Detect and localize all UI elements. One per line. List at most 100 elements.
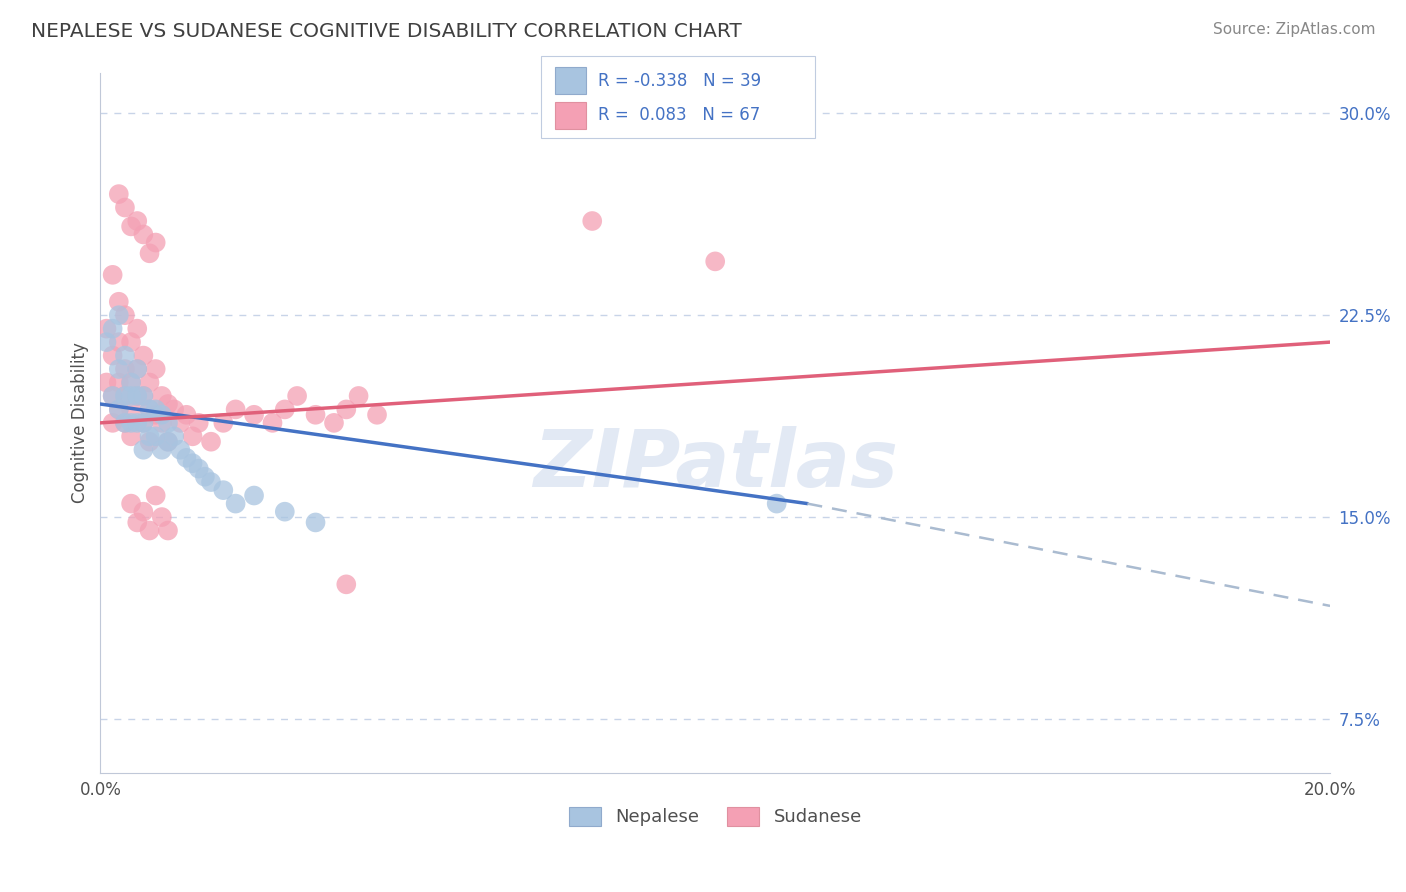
Point — [120, 389, 142, 403]
Legend: Nepalese, Sudanese: Nepalese, Sudanese — [561, 799, 869, 834]
Point — [132, 416, 155, 430]
Point — [101, 416, 124, 430]
Point — [225, 497, 247, 511]
Text: R =  0.083   N = 67: R = 0.083 N = 67 — [598, 106, 759, 124]
Point — [107, 308, 129, 322]
Point — [127, 389, 149, 403]
Point — [127, 389, 149, 403]
Point — [212, 483, 235, 497]
Point — [127, 362, 149, 376]
Point — [114, 416, 136, 430]
Point — [96, 335, 118, 350]
Point — [194, 469, 217, 483]
Point — [107, 402, 129, 417]
Point — [132, 389, 155, 403]
Point — [225, 402, 247, 417]
Point — [145, 408, 167, 422]
Point — [156, 524, 179, 538]
Point — [150, 389, 173, 403]
Point — [114, 308, 136, 322]
Point — [138, 402, 160, 417]
Point — [304, 516, 326, 530]
Point — [704, 254, 727, 268]
Point — [138, 429, 160, 443]
Point — [101, 389, 124, 403]
Point — [101, 349, 124, 363]
Point — [304, 408, 326, 422]
Point — [200, 475, 222, 489]
Point — [114, 201, 136, 215]
Point — [366, 408, 388, 422]
Point — [120, 376, 142, 390]
Text: ZIPatlas: ZIPatlas — [533, 425, 897, 504]
Point — [150, 416, 173, 430]
Point — [120, 335, 142, 350]
Point — [156, 434, 179, 449]
Point — [132, 227, 155, 242]
Point — [169, 416, 191, 430]
Point — [145, 402, 167, 417]
Point — [323, 416, 346, 430]
Point — [169, 442, 191, 457]
Point — [176, 450, 198, 465]
Point — [107, 376, 129, 390]
Point — [138, 524, 160, 538]
Point — [163, 429, 186, 443]
Point — [114, 416, 136, 430]
Point — [156, 434, 179, 449]
Point — [120, 416, 142, 430]
Point — [163, 402, 186, 417]
Point — [200, 434, 222, 449]
Point — [132, 442, 155, 457]
Point — [96, 376, 118, 390]
Point — [145, 489, 167, 503]
Point — [107, 402, 129, 417]
Point — [176, 408, 198, 422]
Point — [150, 442, 173, 457]
Point — [127, 516, 149, 530]
Point — [285, 389, 308, 403]
Point — [156, 416, 179, 430]
Point — [156, 397, 179, 411]
Point — [101, 389, 124, 403]
Point — [132, 416, 155, 430]
Point — [114, 349, 136, 363]
Point — [138, 246, 160, 260]
Point — [132, 349, 155, 363]
Point — [212, 416, 235, 430]
Point — [181, 429, 204, 443]
Text: Source: ZipAtlas.com: Source: ZipAtlas.com — [1212, 22, 1375, 37]
Point — [114, 389, 136, 403]
Text: R = -0.338   N = 39: R = -0.338 N = 39 — [598, 72, 761, 90]
Point — [107, 187, 129, 202]
Point — [120, 402, 142, 417]
Point — [765, 497, 787, 511]
Point — [101, 321, 124, 335]
Point — [127, 214, 149, 228]
Point — [335, 402, 357, 417]
Point — [120, 429, 142, 443]
Point — [138, 434, 160, 449]
Point — [181, 456, 204, 470]
Point — [132, 389, 155, 403]
Point — [120, 497, 142, 511]
Point — [347, 389, 370, 403]
Point — [187, 461, 209, 475]
Point — [107, 294, 129, 309]
Point — [107, 335, 129, 350]
Point — [107, 362, 129, 376]
Point — [145, 235, 167, 250]
Point — [243, 489, 266, 503]
Point — [120, 219, 142, 234]
Point — [581, 214, 603, 228]
Point — [187, 416, 209, 430]
Point — [138, 402, 160, 417]
Point — [132, 505, 155, 519]
Y-axis label: Cognitive Disability: Cognitive Disability — [72, 343, 89, 503]
Point — [145, 429, 167, 443]
Point — [150, 510, 173, 524]
Point — [127, 321, 149, 335]
Point — [127, 362, 149, 376]
Point — [96, 321, 118, 335]
Point — [127, 416, 149, 430]
